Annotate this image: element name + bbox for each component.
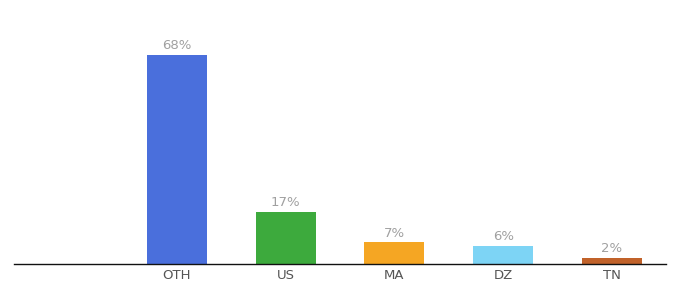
Bar: [473, 245, 533, 264]
Text: 17%: 17%: [271, 196, 301, 209]
Bar: [582, 258, 642, 264]
Text: 6%: 6%: [493, 230, 513, 243]
Text: 7%: 7%: [384, 227, 405, 240]
Bar: [147, 55, 207, 264]
Bar: [256, 212, 316, 264]
Bar: [364, 242, 424, 264]
Text: 68%: 68%: [162, 39, 192, 52]
Text: 2%: 2%: [601, 242, 623, 255]
